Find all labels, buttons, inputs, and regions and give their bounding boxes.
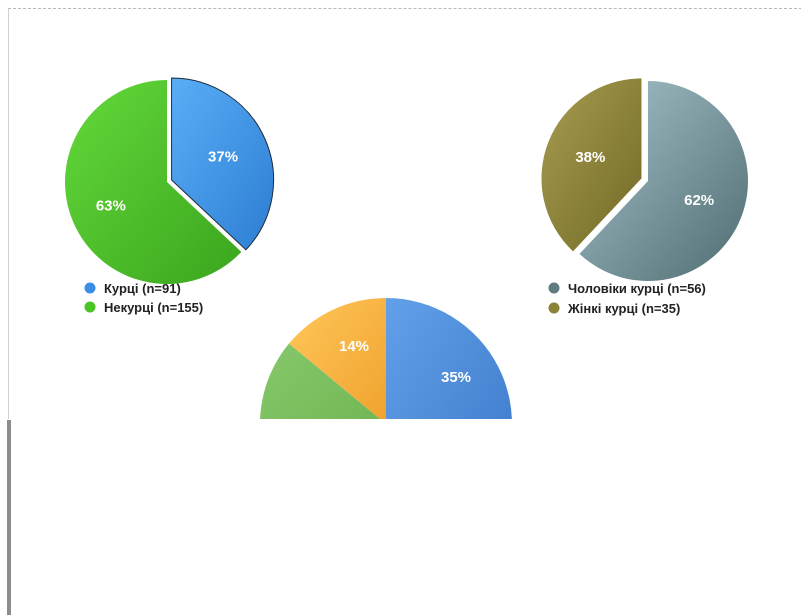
- legend-label-male: Чоловіки курці (n=56): [568, 281, 706, 296]
- charts-canvas: 37% 63% Курці (n=91) Некурці (n=155) 62%…: [64, 77, 749, 419]
- legend-marker-nonsmokers: [84, 301, 96, 313]
- slice-label-female: 38%: [575, 149, 605, 166]
- pie-slice-female-smokers: [541, 78, 642, 252]
- left-edge-bar: [7, 420, 11, 615]
- pie-chart-smokers: 37% 63%: [64, 77, 275, 284]
- pie-chart-third: 35% 14%: [260, 298, 512, 419]
- slice-label-blue: 35%: [441, 369, 471, 386]
- legend-pie2: Чоловіки курці (n=56) Жінкі курці (n=35): [548, 281, 706, 316]
- legend-marker-smokers: [84, 282, 96, 294]
- legend-marker-female: [548, 302, 560, 314]
- pie-slice-male-smokers: [579, 81, 749, 281]
- chart-slide: 37% 63% Курці (n=91) Некурці (n=155) 62%…: [8, 8, 801, 419]
- legend-label-nonsmokers: Некурці (n=155): [104, 300, 203, 315]
- legend-label-smokers: Курці (n=91): [104, 281, 181, 296]
- pie-chart-gender: 62% 38%: [541, 78, 749, 281]
- pie-slice-orange: [288, 298, 386, 419]
- pie-slice-nonsmokers: [64, 80, 242, 284]
- slice-label-smokers: 37%: [208, 149, 238, 166]
- pie-slice-blue: [386, 298, 512, 419]
- legend-label-female: Жінкі курці (n=35): [567, 301, 680, 316]
- legend-pie1: Курці (n=91) Некурці (n=155): [84, 281, 203, 315]
- pie-slice-green: [260, 343, 380, 419]
- slice-label-male: 62%: [684, 192, 714, 209]
- slice-label-orange: 14%: [339, 338, 369, 355]
- legend-marker-male: [548, 282, 560, 294]
- slice-label-nonsmokers: 63%: [96, 197, 126, 214]
- pie-slice-smokers: [171, 77, 275, 251]
